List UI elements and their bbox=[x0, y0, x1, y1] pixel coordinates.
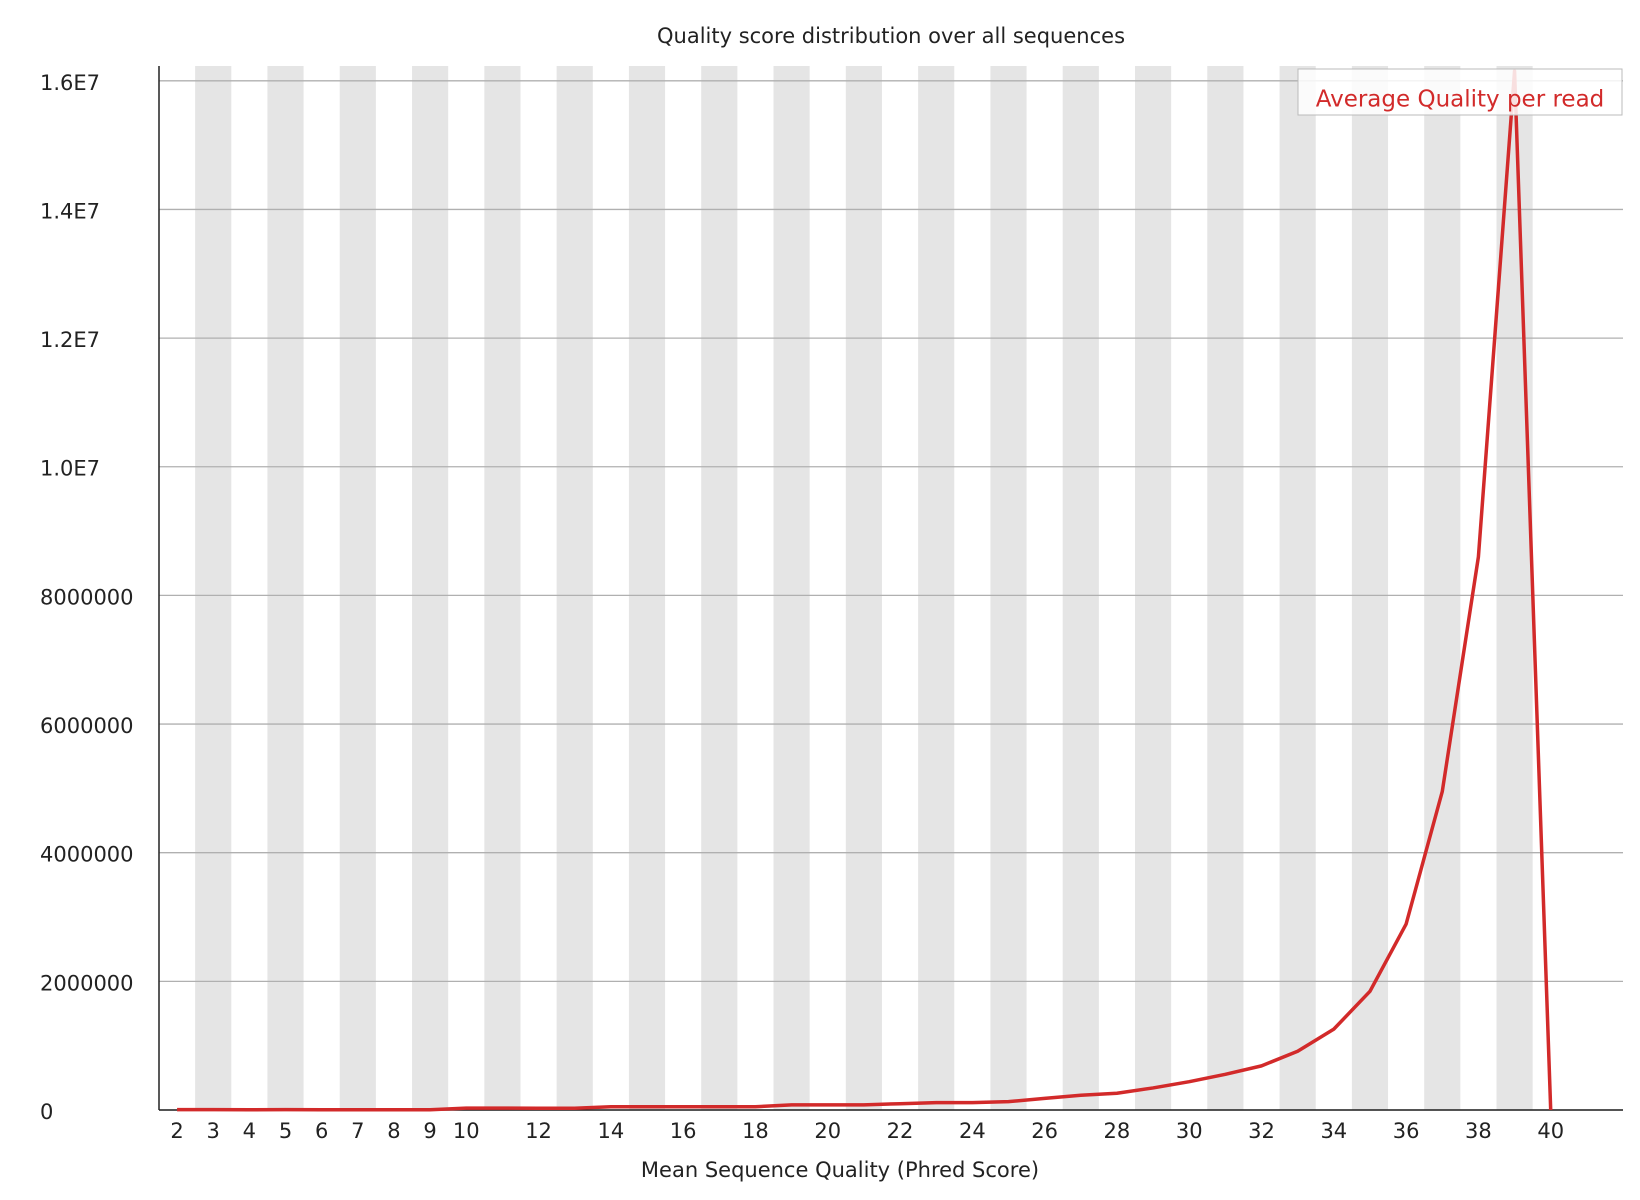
y-tick-label: 1.4E7 bbox=[40, 199, 100, 223]
y-tick-label: 6000000 bbox=[40, 714, 134, 738]
x-tick-label: 18 bbox=[742, 1119, 769, 1143]
x-tick-label: 38 bbox=[1465, 1119, 1492, 1143]
x-tick-label: 12 bbox=[525, 1119, 552, 1143]
x-tick-label: 14 bbox=[597, 1119, 624, 1143]
x-tick-label: 28 bbox=[1104, 1119, 1131, 1143]
stripe bbox=[1062, 66, 1099, 1110]
x-tick-label: 16 bbox=[670, 1119, 697, 1143]
y-tick-label: 4000000 bbox=[40, 843, 134, 867]
x-tick-label: 34 bbox=[1320, 1119, 1347, 1143]
x-tick-label: 32 bbox=[1248, 1119, 1275, 1143]
y-tick-label: 1.6E7 bbox=[40, 71, 100, 95]
x-tick-label: 4 bbox=[243, 1119, 256, 1143]
legend-box bbox=[1297, 68, 1623, 116]
stripe bbox=[339, 66, 376, 1110]
x-tick-label: 30 bbox=[1176, 1119, 1203, 1143]
stripe bbox=[556, 66, 593, 1110]
stripe bbox=[484, 66, 521, 1110]
y-tick-label: 1.2E7 bbox=[40, 328, 100, 352]
stripe bbox=[990, 66, 1027, 1110]
x-tick-label: 10 bbox=[453, 1119, 480, 1143]
stripe bbox=[918, 66, 955, 1110]
stripe bbox=[1351, 66, 1389, 1110]
x-tick-label: 6 bbox=[315, 1119, 328, 1143]
y-tick-label: 1.0E7 bbox=[40, 457, 100, 481]
x-tick-label: 20 bbox=[814, 1119, 841, 1143]
stripe bbox=[773, 66, 810, 1110]
stripe bbox=[412, 66, 449, 1110]
x-tick-label: 2 bbox=[170, 1119, 183, 1143]
stripe bbox=[628, 66, 666, 1110]
x-tick-label: 5 bbox=[279, 1119, 292, 1143]
stripe bbox=[1424, 66, 1461, 1110]
legend-label: Average Quality per read bbox=[1316, 87, 1605, 113]
stripe bbox=[845, 66, 882, 1110]
x-tick-label: 26 bbox=[1031, 1119, 1058, 1143]
x-tick-label: 8 bbox=[387, 1119, 400, 1143]
stripe bbox=[701, 66, 738, 1110]
stripe bbox=[1207, 66, 1244, 1110]
stripe bbox=[1279, 66, 1316, 1110]
y-tick-label: 2000000 bbox=[40, 971, 134, 995]
chart-title: Quality score distribution over all sequ… bbox=[657, 24, 1125, 48]
stripe bbox=[267, 66, 304, 1110]
x-tick-label: 40 bbox=[1537, 1119, 1564, 1143]
stripe bbox=[195, 66, 232, 1110]
x-tick-label: 24 bbox=[959, 1119, 986, 1143]
x-tick-label: 3 bbox=[207, 1119, 220, 1143]
y-tick-label: 0 bbox=[40, 1100, 53, 1124]
x-axis-label: Mean Sequence Quality (Phred Score) bbox=[641, 1158, 1039, 1182]
stripe bbox=[1135, 66, 1172, 1110]
x-tick-label: 36 bbox=[1393, 1119, 1420, 1143]
x-tick-label: 7 bbox=[351, 1119, 364, 1143]
y-tick-label: 8000000 bbox=[40, 585, 134, 609]
x-tick-label: 22 bbox=[887, 1119, 914, 1143]
x-tick-label: 9 bbox=[423, 1119, 436, 1143]
line-series bbox=[177, 69, 1553, 1112]
